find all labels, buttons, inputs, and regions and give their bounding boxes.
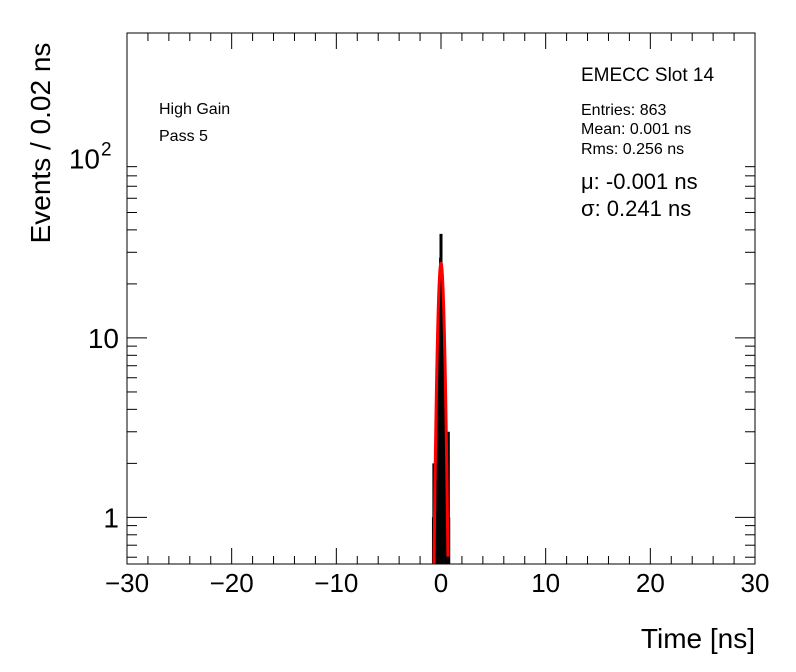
x-tick-label: −10 xyxy=(314,568,358,598)
stats-mean: Mean: 0.001 ns xyxy=(581,121,691,138)
y-tick-exponent: 2 xyxy=(101,139,112,160)
chart-title: EMECC Slot 14 xyxy=(581,65,714,86)
y-tick-label: 10 xyxy=(88,323,119,354)
y-axis-label: Events / 0.02 ns xyxy=(25,43,56,244)
x-axis-tick-labels: −30 −20 −10 0 10 20 30 xyxy=(105,568,770,598)
stats-rms: Rms: 0.256 ns xyxy=(581,141,684,158)
x-tick-label: 10 xyxy=(531,568,560,598)
y-axis-ticks xyxy=(127,166,755,558)
x-tick-label: −30 xyxy=(105,568,149,598)
fit-mu: μ: -0.001 ns xyxy=(581,169,698,194)
gaussian-fit-curve xyxy=(432,261,450,564)
x-axis-ticks xyxy=(126,33,756,564)
x-tick-label: 0 xyxy=(434,568,448,598)
x-tick-label: 30 xyxy=(741,568,770,598)
y-tick-label: 1 xyxy=(103,502,119,533)
x-tick-label: 20 xyxy=(636,568,665,598)
gain-annotation: High Gain xyxy=(159,101,230,118)
x-axis-label: Time [ns] xyxy=(641,623,755,654)
x-tick-label: −20 xyxy=(210,568,254,598)
stats-entries: Entries: 863 xyxy=(581,102,666,119)
y-tick-label: 10 xyxy=(69,143,100,174)
fit-sigma: σ: 0.241 ns xyxy=(581,196,691,221)
pass-annotation: Pass 5 xyxy=(159,128,208,145)
